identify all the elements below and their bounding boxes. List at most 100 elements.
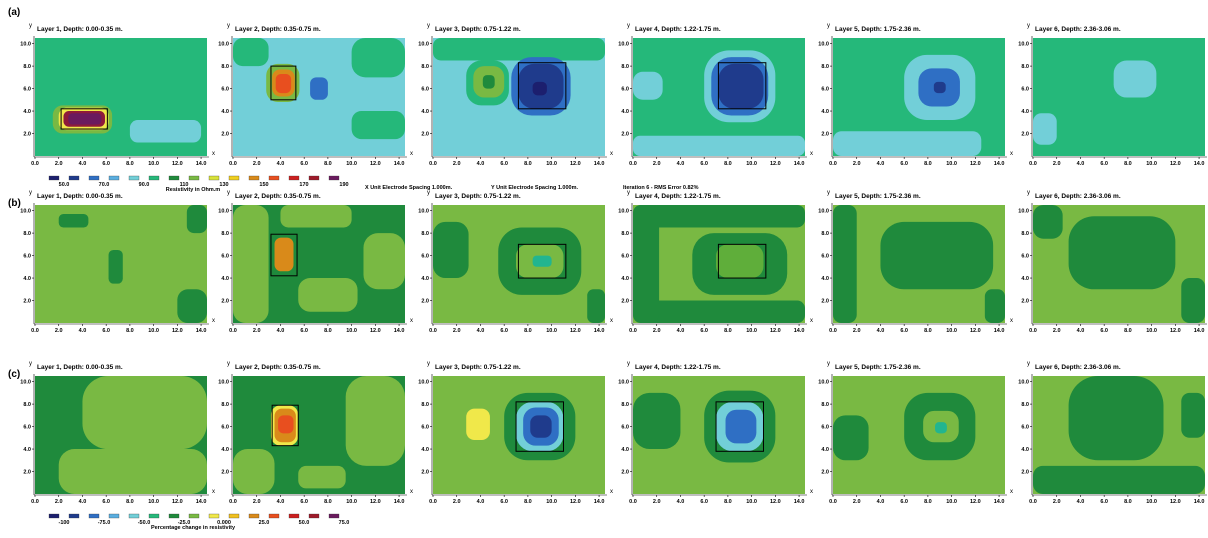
y-tick-label: 2.0 [421,132,429,138]
contour-region [345,376,405,466]
y-tick-label: 10.0 [618,209,629,215]
legend-resistivity-swatch [248,175,260,181]
y-tick-label: 6.0 [421,87,429,93]
legend-change-swatch [208,513,220,519]
x-tick-label: 0.0 [429,499,437,505]
contour-region [1181,278,1205,323]
y-tick-label: 8.0 [421,402,429,408]
legend-resistivity-swatch [88,175,100,181]
target-outline [271,404,299,447]
x-tick-label: 4.0 [877,328,885,334]
y-tick-label: 2.0 [821,299,829,305]
x-tick-label: 14.0 [196,499,207,505]
y-tick-label: 6.0 [821,425,829,431]
x-axis-label: x [810,489,813,495]
x-axis-label: x [212,318,215,324]
x-spacing-text: X Unit Electrode Spacing 1.000m. [365,185,453,191]
x-tick-label: 4.0 [277,499,285,505]
x-tick-label: 12.0 [370,499,381,505]
x-tick-label: 14.0 [594,161,605,167]
y-axis-label: y [427,361,430,367]
x-tick-label: 14.0 [594,499,605,505]
x-tick-label: 10.0 [1146,499,1157,505]
y-tick-label: 6.0 [621,87,629,93]
legend-change-swatch [248,513,260,519]
x-tick-label: 12.0 [970,161,981,167]
x-tick-label: 0.0 [829,161,837,167]
legend-resistivity-swatch [68,175,80,181]
x-tick-label: 8.0 [1124,499,1132,505]
x-axis-label: x [610,318,613,324]
y-axis-label: y [29,23,32,29]
y-tick-label: 6.0 [23,425,31,431]
contour-region [433,38,605,61]
x-tick-label: 12.0 [570,499,581,505]
legend-change-swatch [88,513,100,519]
y-tick-label: 4.0 [621,276,629,282]
target-outline [717,62,767,110]
y-tick-label: 10.0 [818,209,829,215]
contour-region [482,75,495,89]
contour-region [1033,205,1063,239]
y-axis-label: y [827,190,830,196]
contour-region [82,376,207,450]
y-axis-label: y [427,23,430,29]
x-tick-label: 12.0 [370,161,381,167]
legend-change-swatch [148,513,160,519]
contour-region [532,81,547,96]
x-tick-label: 10.0 [946,499,957,505]
y-tick-label: 4.0 [221,109,229,115]
x-tick-label: 2.0 [1053,499,1061,505]
x-tick-label: 0.0 [31,328,39,334]
x-tick-label: 10.0 [746,161,757,167]
y-tick-label: 6.0 [1021,87,1029,93]
x-tick-label: 6.0 [700,328,708,334]
legend-resistivity-swatch [188,175,200,181]
y-tick-label: 6.0 [621,254,629,260]
x-tick-label: 12.0 [172,328,183,334]
y-tick-label: 10.0 [1018,209,1029,215]
y-tick-label: 4.0 [821,276,829,282]
contour-region [532,255,552,267]
panel-title: Layer 6, Depth: 2.36-3.06 m. [1035,364,1121,371]
y-tick-label: 8.0 [621,64,629,70]
x-tick-label: 8.0 [524,161,532,167]
x-tick-label: 0.0 [429,161,437,167]
contour-region [833,205,857,323]
contour-region [587,289,605,323]
x-tick-label: 10.0 [148,161,159,167]
x-tick-label: 14.0 [196,161,207,167]
x-tick-label: 12.0 [172,161,183,167]
contour-region [466,408,490,441]
legend-resistivity-title: Resistivity in Ohm.m [166,187,221,193]
x-tick-label: 12.0 [770,161,781,167]
contour-region [363,233,405,290]
x-tick-label: 4.0 [877,161,885,167]
y-tick-label: 8.0 [221,402,229,408]
y-tick-label: 8.0 [421,231,429,237]
x-axis-label: x [810,151,813,157]
contour-region [233,449,275,494]
legend-change-swatch [48,513,60,519]
y-tick-label: 6.0 [221,425,229,431]
y-tick-label: 10.0 [218,380,229,386]
panel-title: Layer 2, Depth: 0.35-0.75 m. [235,364,321,371]
legend-resistivity-label: 170 [299,182,308,188]
legend-change-label: 25.0 [259,520,270,526]
y-tick-label: 6.0 [821,254,829,260]
y-axis-label: y [827,361,830,367]
contour-region [351,38,405,78]
x-tick-label: 12.0 [970,499,981,505]
x-tick-label: 14.0 [794,161,805,167]
x-tick-label: 14.0 [196,328,207,334]
x-tick-label: 2.0 [853,328,861,334]
y-tick-label: 4.0 [23,447,31,453]
x-tick-label: 10.0 [148,328,159,334]
x-tick-label: 2.0 [453,328,461,334]
y-tick-label: 2.0 [221,132,229,138]
y-tick-label: 10.0 [418,380,429,386]
contour-region [1113,60,1157,98]
y-tick-label: 6.0 [23,87,31,93]
x-tick-label: 6.0 [102,499,110,505]
contour-region [935,422,947,434]
